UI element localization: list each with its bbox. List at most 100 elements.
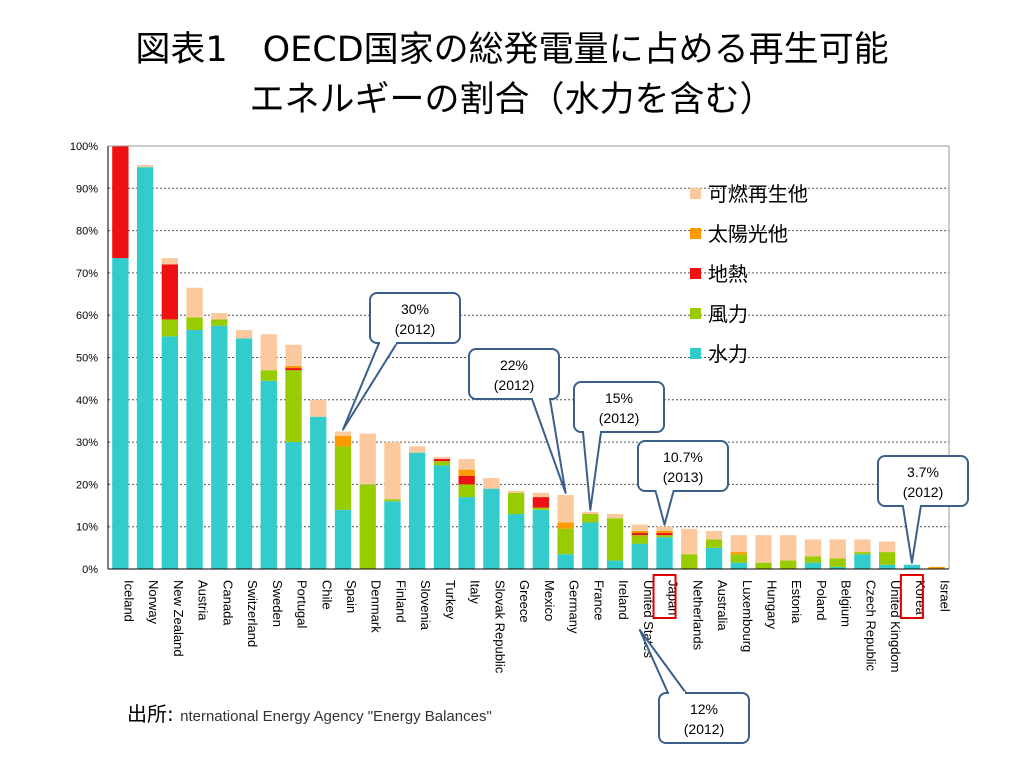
callout-box [877, 455, 969, 507]
bar-segment [656, 537, 673, 569]
callout-box [468, 348, 560, 400]
bar-segment [409, 446, 426, 453]
legend-swatch [690, 308, 701, 319]
bar-segment [334, 435, 352, 447]
x-tick-label: Slovenia [418, 580, 433, 631]
bar-segment [285, 442, 302, 569]
x-tick-label: Spain [344, 580, 359, 613]
y-tick-label: 60% [76, 310, 98, 322]
bar-segment [631, 524, 648, 531]
bar-segment [532, 492, 550, 498]
bar-segment [631, 535, 648, 544]
source-note: 出所: nternational Energy Agency "Energy B… [127, 698, 492, 727]
y-tick-label: 70% [76, 268, 98, 280]
bar-segment [235, 338, 253, 569]
bar-segment [854, 554, 871, 569]
bar-segment [829, 539, 846, 559]
highlight-box [652, 574, 677, 619]
bar-segment [112, 146, 129, 259]
highlight-box [899, 574, 924, 619]
bar-segment [656, 530, 673, 534]
callout-text: (2013) [663, 469, 703, 485]
bar-segment [483, 478, 500, 489]
x-tick-label: Netherlands [690, 580, 705, 651]
callout-box [658, 692, 750, 744]
callout-pointer [901, 505, 922, 564]
x-tick-label: Turkey [443, 580, 458, 620]
bar-segment [334, 446, 352, 510]
x-tick-label: Estonia [789, 580, 804, 624]
y-tick-label: 30% [76, 437, 98, 449]
bar-segment [507, 492, 525, 515]
bar-segment [458, 469, 475, 476]
callout-pointer [582, 431, 602, 511]
legend-label: 太陽光他 [708, 222, 788, 246]
bar-segment [433, 465, 451, 569]
chart-title-line-1: 図表1 OECD国家の総発電量に占める再生可能 [135, 30, 889, 70]
bar-segment [730, 535, 747, 553]
bar-segment [631, 533, 648, 536]
bar-segment [136, 165, 154, 168]
bar-segment [235, 330, 253, 339]
bar-segment [458, 497, 475, 569]
x-tick-label: Italy [468, 580, 483, 604]
callout-text: 15% [605, 390, 633, 406]
y-tick-label: 20% [76, 479, 98, 491]
bar-segment [507, 514, 525, 569]
bar-segment [161, 264, 179, 320]
bar-segment [656, 533, 673, 536]
callout-text: 12% [690, 701, 718, 717]
x-tick-label: Finland [393, 580, 408, 623]
bar-segment [557, 494, 574, 523]
bar-segment [730, 552, 747, 555]
bar-segment [804, 539, 822, 557]
grid-lines [108, 145, 949, 528]
bar-segment [285, 344, 302, 366]
bar-segment [730, 562, 747, 569]
bar-segment [878, 552, 896, 565]
bar-segment [631, 543, 648, 569]
bar-segment [582, 522, 599, 569]
source-text: nternational Energy Agency "Energy Balan… [180, 708, 492, 725]
bar-segment [211, 319, 228, 326]
bar-segment [705, 539, 723, 548]
x-tick-label: Ireland [616, 580, 631, 620]
x-tick-label: Israel [938, 580, 953, 612]
legend-swatch [690, 268, 701, 279]
bar-segment [334, 431, 352, 436]
x-tick-label: Australia [715, 580, 730, 631]
bar-segment [334, 509, 352, 569]
callout-pointer [531, 398, 567, 494]
x-tick-label: Canada [220, 580, 235, 626]
bar-segment [433, 459, 451, 462]
callout-box [573, 381, 665, 433]
bar-segment [582, 511, 599, 515]
x-tick-label: Korea [913, 580, 928, 615]
callout-text: (2012) [684, 721, 724, 737]
x-tick-label: Germany [567, 580, 582, 634]
bar-segment [928, 566, 945, 569]
legend-label: 地熱 [708, 262, 748, 286]
x-tick-label: Greece [517, 580, 532, 623]
y-tick-label: 80% [76, 226, 98, 238]
bar-segment [780, 560, 797, 569]
x-tick-label: Belgium [839, 580, 854, 627]
bar-segment [606, 514, 624, 519]
bar-segment [878, 564, 896, 569]
callout-text: 22% [500, 357, 528, 373]
bar-segment [483, 488, 500, 569]
bar-segment [656, 526, 673, 531]
bar-segment [755, 562, 772, 569]
bar-segment [631, 530, 648, 534]
callout-text: (2012) [599, 410, 639, 426]
bar-segment [458, 484, 475, 498]
callout-pointer [638, 629, 687, 694]
x-tick-label: Hungary [764, 580, 779, 630]
bar-segment [260, 334, 277, 371]
bar-segment [557, 528, 574, 555]
x-tick-label: Japan [666, 580, 681, 615]
x-tick-label: Czech Republic [863, 580, 878, 672]
bar-segment [804, 556, 822, 563]
bar-segment [532, 497, 550, 508]
bar-segment [829, 558, 846, 567]
